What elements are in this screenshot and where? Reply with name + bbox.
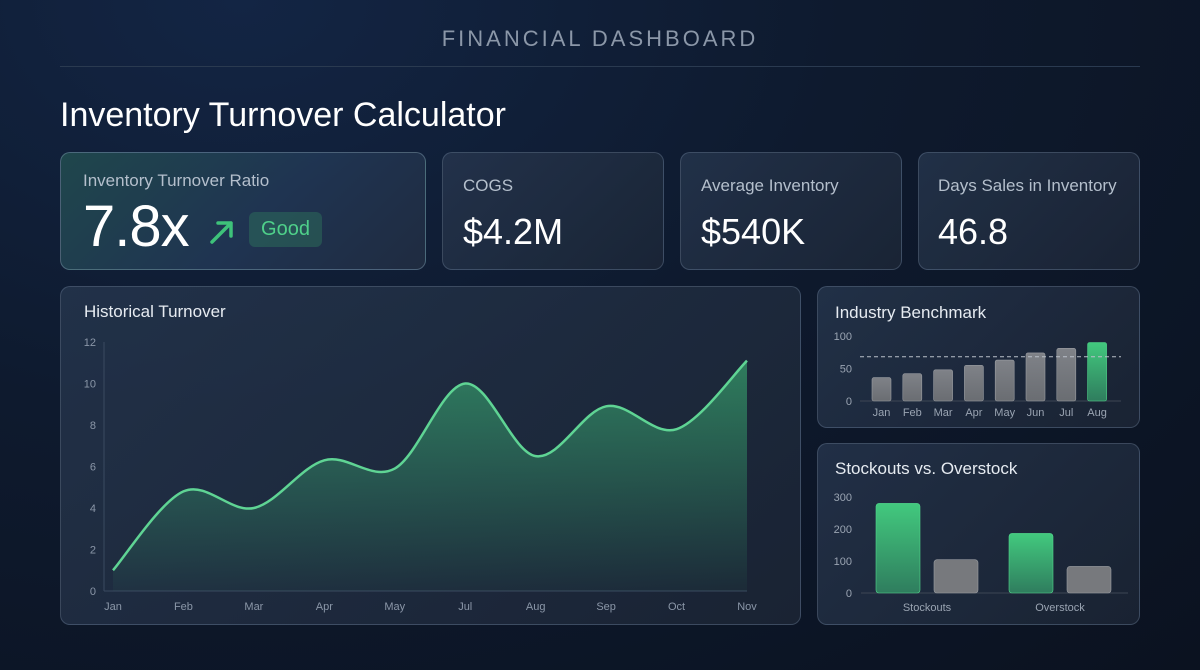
x-tick-label: Aug bbox=[1087, 407, 1107, 419]
y-tick-label: 10 bbox=[84, 379, 96, 391]
y-tick-label: 100 bbox=[834, 331, 852, 343]
x-tick-label: Aug bbox=[526, 601, 546, 613]
section-title: FINANCIAL DASHBOARD bbox=[441, 26, 759, 51]
historical-turnover-card: Historical Turnover 0 2 4 6 8 10 12 Jan Feb Mar A… bbox=[60, 286, 801, 625]
x-tick-label: Jul bbox=[458, 601, 472, 613]
bar-mar bbox=[933, 369, 953, 402]
y-tick-label: 12 bbox=[84, 337, 96, 349]
y-tick-label: 50 bbox=[840, 364, 852, 376]
bar-stockouts-green bbox=[875, 503, 921, 594]
kpi-label: COGS bbox=[463, 176, 514, 195]
bar-jun bbox=[1025, 352, 1046, 402]
historical-turnover-chart: 0 2 4 6 8 10 12 Jan Feb Mar Apr May Jul Aug Sep Oct Nov bbox=[84, 337, 758, 613]
x-tick-label: Jan bbox=[873, 407, 891, 419]
x-tick-label: Nov bbox=[737, 601, 757, 613]
kpi-label: Days Sales in Inventory bbox=[938, 176, 1117, 195]
bar-overstock-green bbox=[1008, 533, 1054, 594]
kpi-card-average-inventory: Average Inventory $540K bbox=[680, 152, 902, 270]
bar-stockouts-gray bbox=[933, 559, 979, 594]
y-tick-label: 300 bbox=[834, 492, 852, 504]
x-tick-label: May bbox=[994, 407, 1015, 419]
industry-benchmark-chart: 0 50 100 Jan Feb Mar Apr May Jun Jul Aug bbox=[834, 331, 1121, 419]
x-tick-label: Oct bbox=[668, 601, 685, 613]
bar-feb bbox=[902, 373, 923, 402]
kpi-card-cogs: COGS $4.2M bbox=[442, 152, 664, 270]
header-divider bbox=[60, 66, 1140, 67]
bar-apr bbox=[964, 364, 984, 402]
x-tick-label: Stockouts bbox=[903, 602, 952, 614]
chart-title: Industry Benchmark bbox=[835, 303, 987, 322]
x-tick-label: Feb bbox=[903, 407, 922, 419]
x-tick-label: Apr bbox=[965, 407, 982, 419]
bar-jul bbox=[1056, 348, 1077, 402]
page-title: Inventory Turnover Calculator bbox=[60, 96, 506, 134]
x-tick-label: May bbox=[384, 601, 405, 613]
y-tick-label: 0 bbox=[90, 586, 96, 598]
y-tick-label: 6 bbox=[90, 462, 96, 474]
x-tick-label: Overstock bbox=[1035, 602, 1085, 614]
x-tick-label: Sep bbox=[596, 601, 616, 613]
industry-benchmark-card: Industry Benchmark 0 50 100 Jan Feb Mar Apr May… bbox=[817, 286, 1140, 428]
x-tick-label: Jul bbox=[1059, 407, 1073, 419]
kpi-card-turnover-ratio: Inventory Turnover Ratio 7.8x Good bbox=[60, 152, 426, 270]
bar-overstock-gray bbox=[1066, 566, 1112, 594]
kpi-value: 46.8 bbox=[938, 211, 1009, 252]
y-tick-label: 200 bbox=[834, 524, 852, 536]
x-tick-label: Feb bbox=[174, 601, 193, 613]
bar-aug bbox=[1087, 342, 1107, 402]
kpi-label: Inventory Turnover Ratio bbox=[83, 171, 270, 190]
y-tick-label: 100 bbox=[834, 556, 852, 568]
x-tick-label: Mar bbox=[934, 407, 953, 419]
arrow-up-right-icon bbox=[210, 221, 233, 244]
y-tick-label: 0 bbox=[846, 588, 852, 600]
kpi-value: 7.8x bbox=[83, 194, 190, 259]
bar-jan bbox=[871, 377, 892, 402]
kpi-value: $4.2M bbox=[463, 211, 564, 252]
kpi-card-days-sales: Days Sales in Inventory 46.8 bbox=[918, 152, 1140, 270]
y-tick-label: 0 bbox=[846, 396, 852, 408]
x-tick-label: Apr bbox=[316, 601, 333, 613]
y-tick-label: 4 bbox=[90, 503, 96, 515]
y-tick-label: 2 bbox=[90, 545, 96, 557]
x-tick-label: Jan bbox=[104, 601, 122, 613]
stockouts-overstock-card: Stockouts vs. Overstock 0 100 200 300 Stocko… bbox=[817, 443, 1140, 625]
kpi-value: $540K bbox=[701, 211, 806, 252]
bar-may bbox=[994, 359, 1015, 402]
chart-title: Stockouts vs. Overstock bbox=[835, 459, 1018, 478]
x-tick-label: Mar bbox=[244, 601, 263, 613]
stockouts-overstock-chart: 0 100 200 300 Stockouts Overstock bbox=[834, 492, 1128, 614]
y-tick-label: 8 bbox=[90, 420, 96, 432]
x-tick-label: Jun bbox=[1027, 407, 1045, 419]
chart-title: Historical Turnover bbox=[84, 302, 226, 321]
kpi-label: Average Inventory bbox=[701, 176, 839, 195]
status-badge: Good bbox=[249, 212, 322, 247]
